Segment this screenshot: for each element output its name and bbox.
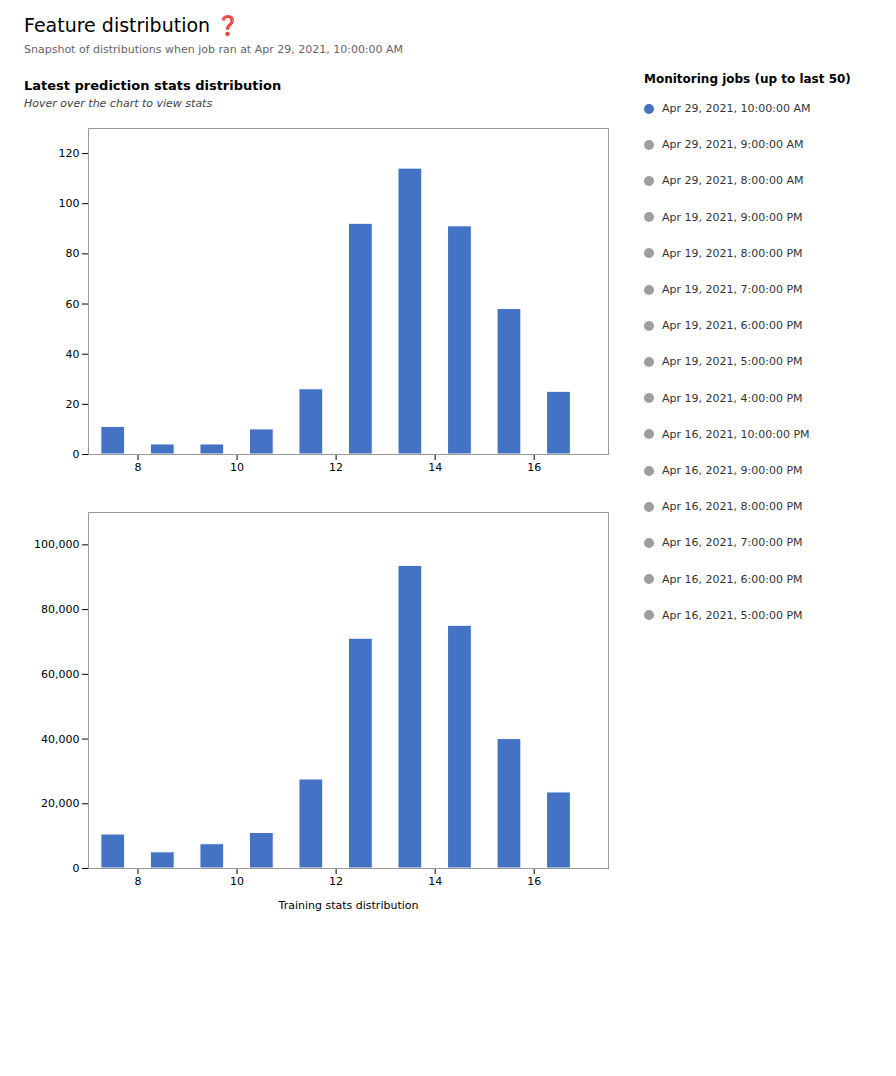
- html-text:Monitoring jobs (up to last 50: Monitoring jobs (up to last 50): [644, 72, 851, 86]
- svg-text:80,000: 80,000: [41, 603, 80, 616]
- svg-text:16: 16: [527, 461, 541, 474]
- html-text:Apr 19, 2021, 6:00:00 PM: Apr 19, 2021, 6:00:00 PM: [662, 319, 803, 333]
- svg-text:16: 16: [527, 875, 541, 888]
- svg-text:10: 10: [230, 875, 244, 888]
- html-text:Apr 29, 2021, 9:00:00 AM: Apr 29, 2021, 9:00:00 AM: [662, 138, 804, 152]
- svg-text:0: 0: [73, 448, 80, 461]
- svg-text:10: 10: [230, 461, 244, 474]
- svg-text:14: 14: [428, 875, 442, 888]
- svg-text:12: 12: [329, 461, 343, 474]
- svg-text:20,000: 20,000: [41, 797, 80, 810]
- html-text:Latest prediction stats distri: Latest prediction stats distribution: [24, 78, 282, 93]
- html-text:Snapshot of distributions when: Snapshot of distributions when job ran a…: [24, 43, 404, 56]
- svg-text:14: 14: [428, 461, 442, 474]
- svg-text:80: 80: [66, 247, 80, 260]
- html-text:Apr 16, 2021, 10:00:00 PM: Apr 16, 2021, 10:00:00 PM: [662, 427, 810, 441]
- html-text:Apr 16, 2021, 8:00:00 PM: Apr 16, 2021, 8:00:00 PM: [662, 500, 803, 514]
- svg-text:100: 100: [59, 197, 80, 210]
- svg-text:0: 0: [73, 862, 80, 875]
- html-text:Apr 16, 2021, 9:00:00 PM: Apr 16, 2021, 9:00:00 PM: [662, 464, 803, 477]
- svg-text:60: 60: [66, 298, 80, 311]
- svg-text:8: 8: [135, 875, 142, 888]
- html-text:Feature distribution ❓: Feature distribution ❓: [24, 14, 241, 36]
- svg-text:8: 8: [135, 461, 142, 474]
- svg-text:40: 40: [66, 348, 80, 361]
- html-text:Apr 16, 2021, 7:00:00 PM: Apr 16, 2021, 7:00:00 PM: [662, 536, 803, 550]
- html-text:Apr 19, 2021, 9:00:00 PM: Apr 19, 2021, 9:00:00 PM: [662, 210, 803, 224]
- html-text:Apr 19, 2021, 5:00:00 PM: Apr 19, 2021, 5:00:00 PM: [662, 355, 803, 369]
- html-text:Hover over the chart to view s: Hover over the chart to view stats: [24, 97, 213, 110]
- html-text:Apr 29, 2021, 8:00:00 AM: Apr 29, 2021, 8:00:00 AM: [662, 174, 804, 188]
- html-text:Apr 29, 2021, 10:00:00 AM: Apr 29, 2021, 10:00:00 AM: [662, 102, 811, 115]
- html-text:Apr 19, 2021, 7:00:00 PM: Apr 19, 2021, 7:00:00 PM: [662, 283, 803, 296]
- html-text:Apr 16, 2021, 5:00:00 PM: Apr 16, 2021, 5:00:00 PM: [662, 608, 803, 622]
- svg-text:100,000: 100,000: [34, 538, 80, 551]
- svg-text:12: 12: [329, 875, 343, 888]
- svg-text:40,000: 40,000: [41, 733, 80, 746]
- svg-text:120: 120: [59, 147, 80, 160]
- html-text:Apr 19, 2021, 8:00:00 PM: Apr 19, 2021, 8:00:00 PM: [662, 246, 803, 260]
- html-text:Apr 16, 2021, 6:00:00 PM: Apr 16, 2021, 6:00:00 PM: [662, 572, 803, 586]
- svg-text:20: 20: [66, 398, 80, 411]
- html-text:Apr 19, 2021, 4:00:00 PM: Apr 19, 2021, 4:00:00 PM: [662, 391, 803, 405]
- svg-text:Training stats distribution: Training stats distribution: [278, 899, 419, 912]
- svg-text:60,000: 60,000: [41, 668, 80, 681]
